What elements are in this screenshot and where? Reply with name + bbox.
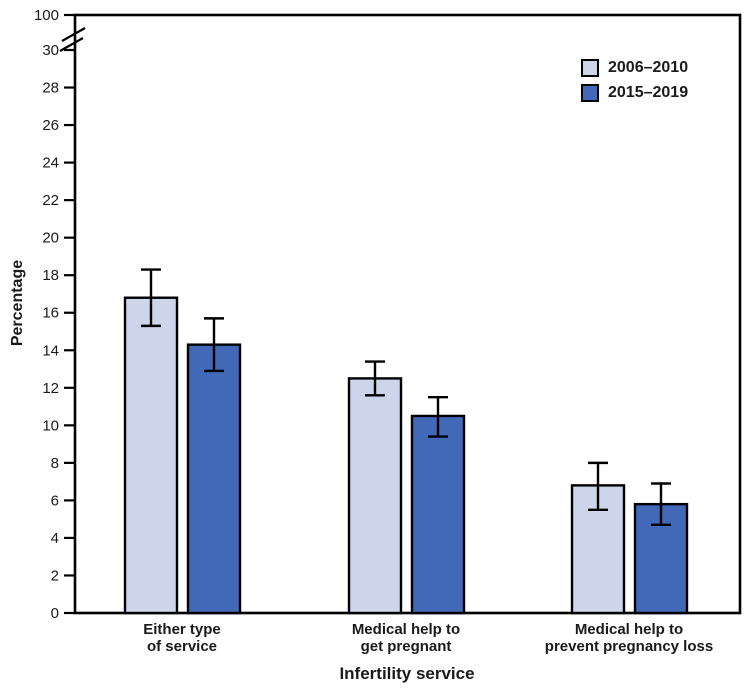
- bar-series1-group0: [186, 343, 242, 615]
- legend-swatch-2015-2019: [581, 84, 599, 102]
- y-tick-label: 0: [51, 605, 59, 622]
- y-tick-label: 30: [42, 42, 59, 59]
- category-label-prevent-loss: Medical help to prevent pregnancy loss: [544, 621, 714, 655]
- y-tick-label: 2: [51, 567, 59, 584]
- bar-series1-group2: [633, 502, 689, 615]
- y-tick-label: 4: [51, 530, 59, 547]
- y-tick-label: 16: [42, 305, 59, 322]
- legend: 2006–2010 2015–2019: [581, 59, 688, 102]
- legend-item-2015-2019: 2015–2019: [581, 84, 688, 102]
- y-tick-label: 22: [42, 192, 59, 209]
- y-tick-label: 28: [42, 80, 59, 97]
- y-tick-label-break: 100: [34, 7, 59, 24]
- y-tick-label: 24: [42, 155, 59, 172]
- legend-label-2006-2010: 2006–2010: [608, 59, 689, 76]
- plot-frame: [73, 13, 742, 615]
- legend-item-2006-2010: 2006–2010: [581, 59, 688, 77]
- y-axis-title: Percentage: [9, 259, 26, 347]
- y-tick-label: 20: [42, 230, 59, 247]
- y-tick-label: 10: [42, 417, 59, 434]
- x-axis-title: Infertility service: [339, 664, 475, 683]
- bar-series0-group0: [123, 296, 179, 615]
- y-tick-label: 26: [42, 117, 59, 134]
- axis-break-mark: [61, 27, 86, 42]
- y-tick-label: 8: [51, 455, 59, 472]
- legend-label-2015-2019: 2015–2019: [608, 84, 689, 101]
- y-tick-label: 18: [42, 267, 59, 284]
- axis-break-mark: [59, 37, 84, 52]
- y-tick-label: 14: [42, 342, 59, 359]
- bar-series1-group1: [410, 414, 466, 615]
- bar-series0-group1: [347, 377, 403, 615]
- category-label-get-pregnant: Medical help to get pregnant: [351, 621, 461, 655]
- category-label-either-type: Either type of service: [143, 621, 221, 655]
- y-tick-label: 6: [51, 492, 59, 509]
- y-tick-label: 12: [42, 380, 59, 397]
- legend-swatch-2006-2010: [581, 59, 599, 77]
